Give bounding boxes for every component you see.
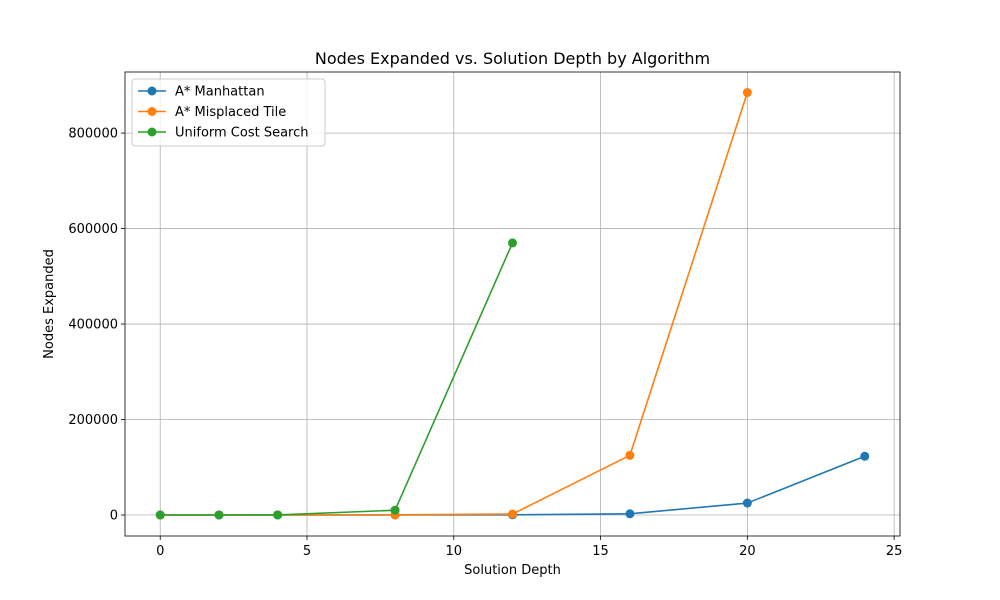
plot-frame	[124, 71, 901, 537]
series-line	[160, 455, 866, 516]
ticks: 0 5 10 15 20 25 0 200000 400000 600000 800000	[68, 127, 902, 559]
legend-marker	[147, 127, 157, 137]
legend-item: A* Misplaced Tile	[138, 105, 286, 120]
data-point	[625, 450, 635, 460]
x-tick-label: 20	[739, 544, 756, 559]
x-tick-label: 15	[592, 544, 609, 559]
y-tick-label: 200000	[68, 413, 118, 428]
data-point	[508, 238, 517, 248]
data-point	[860, 451, 870, 461]
series-line	[160, 242, 514, 516]
legend-label: A* Manhattan	[175, 85, 265, 100]
x-tick-label: 25	[886, 544, 903, 559]
legend-item: Uniform Cost Search	[138, 126, 309, 141]
series-0	[155, 451, 870, 520]
data-point	[625, 509, 635, 519]
data-point	[742, 498, 752, 508]
legend-label: Uniform Cost Search	[175, 126, 309, 141]
data-point	[155, 510, 165, 520]
data-point	[273, 510, 283, 520]
x-tick-label: 5	[303, 544, 311, 559]
chart-title: Nodes Expanded vs. Solution Depth by Alg…	[315, 49, 710, 68]
y-tick-label: 0	[110, 508, 118, 523]
x-tick-label: 10	[446, 544, 463, 559]
legend-marker	[147, 86, 157, 96]
data-point	[508, 509, 517, 519]
legend: A* Manhattan A* Misplaced Tile Uniform Cos…	[131, 78, 326, 147]
legend-label: A* Misplaced Tile	[175, 105, 286, 120]
x-axis-label: Solution Depth	[464, 563, 561, 578]
y-tick-label: 800000	[68, 127, 118, 142]
data-point	[390, 505, 400, 515]
y-tick-label: 600000	[68, 222, 118, 237]
series-2	[155, 238, 517, 520]
y-tick-label: 400000	[68, 318, 118, 333]
legend-marker	[147, 107, 157, 116]
legend-item: A* Manhattan	[138, 85, 265, 100]
data-point	[214, 510, 224, 520]
legend-box	[131, 78, 326, 147]
x-tick-label: 0	[156, 544, 164, 559]
data-point	[742, 88, 752, 98]
series-layer	[155, 88, 870, 520]
y-axis-label: Nodes Expanded	[42, 249, 57, 359]
